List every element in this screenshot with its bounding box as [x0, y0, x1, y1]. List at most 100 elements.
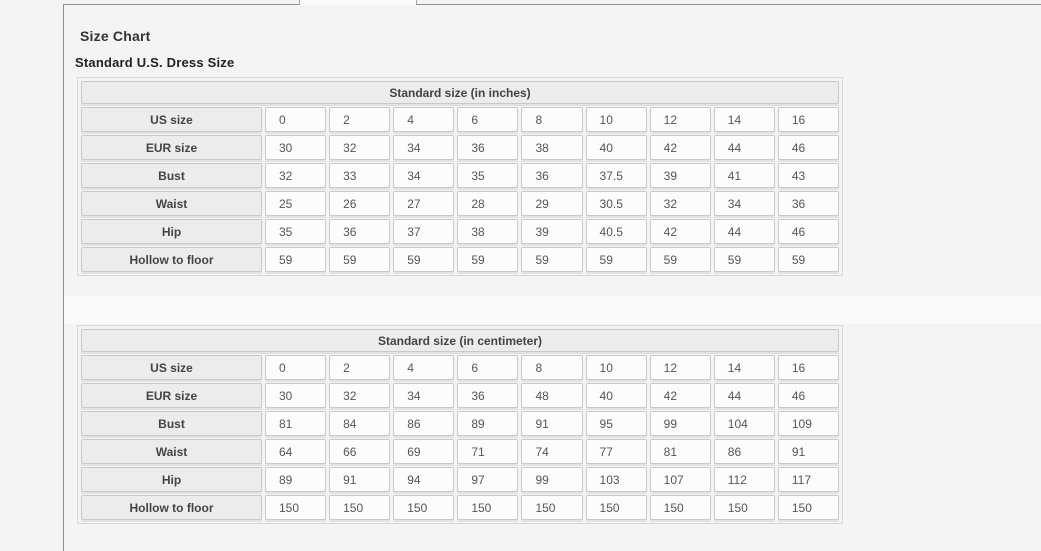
size-cell: 59 — [649, 247, 711, 272]
size-cell: 0 — [265, 107, 327, 132]
size-cell: 71 — [457, 439, 519, 464]
size-cell: 81 — [265, 411, 327, 436]
size-cell: 86 — [713, 439, 775, 464]
size-cell: 150 — [265, 495, 327, 520]
size-cell: 99 — [521, 467, 583, 492]
spacer-band — [64, 296, 1041, 324]
size-cell: 27 — [393, 191, 455, 216]
size-cell: 34 — [393, 163, 455, 188]
size-cell: 14 — [713, 355, 775, 380]
row-label: Hollow to floor — [81, 495, 262, 520]
size-cell: 59 — [393, 247, 455, 272]
size-cell: 8 — [521, 107, 583, 132]
size-cell: 89 — [265, 467, 327, 492]
size-cell: 12 — [649, 355, 711, 380]
row-label: Bust — [81, 411, 262, 436]
row-label: EUR size — [81, 135, 262, 160]
row-label: Waist — [81, 439, 262, 464]
size-cell: 37 — [393, 219, 455, 244]
size-table-0: Standard size (in inches) US size 0 2 4 6 8 10 1… — [77, 77, 843, 276]
size-cell: 8 — [521, 355, 583, 380]
active-tab-stub[interactable] — [299, 0, 417, 5]
row-label: Bust — [81, 163, 262, 188]
size-cell: 95 — [585, 411, 647, 436]
row-label: Waist — [81, 191, 262, 216]
size-cell: 38 — [457, 219, 519, 244]
size-cell: 32 — [329, 135, 391, 160]
table-row: Hip 35 36 37 38 39 40.5 42 44 46 — [81, 219, 839, 244]
size-cell: 44 — [713, 135, 775, 160]
size-cell: 2 — [329, 107, 391, 132]
size-cell: 36 — [521, 163, 583, 188]
size-cell: 59 — [713, 247, 775, 272]
table-row: Bust 81 84 86 89 91 95 99 104 109 — [81, 411, 839, 436]
size-cell: 94 — [393, 467, 455, 492]
size-cell: 28 — [457, 191, 519, 216]
table-title: Standard size (in centimeter) — [81, 329, 839, 352]
size-cell: 40 — [585, 135, 647, 160]
table-row: US size 0 2 4 6 8 10 12 14 16 — [81, 355, 839, 380]
size-cell: 117 — [777, 467, 839, 492]
table-header-row: Standard size (in inches) — [81, 81, 839, 104]
size-cell: 97 — [457, 467, 519, 492]
size-cell: 150 — [585, 495, 647, 520]
size-cell: 59 — [457, 247, 519, 272]
size-cell: 42 — [649, 135, 711, 160]
size-cell: 150 — [713, 495, 775, 520]
size-table-1: Standard size (in centimeter) US size 0 2 4 6… — [77, 325, 843, 524]
size-cell: 150 — [457, 495, 519, 520]
size-cell: 41 — [713, 163, 775, 188]
size-cell: 2 — [329, 355, 391, 380]
size-cell: 59 — [521, 247, 583, 272]
size-cell: 0 — [265, 355, 327, 380]
size-cell: 99 — [649, 411, 711, 436]
size-cell: 38 — [521, 135, 583, 160]
size-cell: 103 — [585, 467, 647, 492]
table-row: Hollow to floor 150 150 150 150 150 150 150 150 1… — [81, 495, 839, 520]
size-cell: 4 — [393, 107, 455, 132]
size-cell: 109 — [777, 411, 839, 436]
size-cell: 36 — [457, 135, 519, 160]
table-row: Waist 64 66 69 71 74 77 81 86 91 — [81, 439, 839, 464]
size-cell: 39 — [649, 163, 711, 188]
size-cell: 77 — [585, 439, 647, 464]
size-cell: 14 — [713, 107, 775, 132]
table-header-row: Standard size (in centimeter) — [81, 329, 839, 352]
size-cell: 59 — [777, 247, 839, 272]
size-cell: 89 — [457, 411, 519, 436]
size-cell: 16 — [777, 107, 839, 132]
size-cell: 91 — [777, 439, 839, 464]
size-cell: 59 — [265, 247, 327, 272]
size-cell: 74 — [521, 439, 583, 464]
size-cell: 35 — [457, 163, 519, 188]
size-cell: 42 — [649, 219, 711, 244]
size-cell: 112 — [713, 467, 775, 492]
size-cell: 150 — [777, 495, 839, 520]
size-cell: 25 — [265, 191, 327, 216]
table-row: EUR size 30 32 34 36 48 40 42 44 46 — [81, 383, 839, 408]
size-cell: 43 — [777, 163, 839, 188]
size-cell: 4 — [393, 355, 455, 380]
size-cell: 10 — [585, 107, 647, 132]
size-cell: 39 — [521, 219, 583, 244]
section-title: Standard U.S. Dress Size — [75, 55, 235, 70]
size-cell: 16 — [777, 355, 839, 380]
size-cell: 69 — [393, 439, 455, 464]
size-cell: 26 — [329, 191, 391, 216]
page-title: Size Chart — [80, 28, 151, 44]
table-row: Waist 25 26 27 28 29 30.5 32 34 36 — [81, 191, 839, 216]
size-cell: 86 — [393, 411, 455, 436]
row-label: US size — [81, 107, 262, 132]
row-label: EUR size — [81, 383, 262, 408]
content-panel: Size Chart Standard U.S. Dress Size Stan… — [63, 4, 1041, 551]
size-cell: 66 — [329, 439, 391, 464]
size-cell: 40.5 — [585, 219, 647, 244]
row-label: Hip — [81, 467, 262, 492]
size-cell: 30.5 — [585, 191, 647, 216]
table-title: Standard size (in inches) — [81, 81, 839, 104]
table-row: Bust 32 33 34 35 36 37.5 39 41 43 — [81, 163, 839, 188]
size-cell: 40 — [585, 383, 647, 408]
size-cell: 32 — [265, 163, 327, 188]
size-cell: 107 — [649, 467, 711, 492]
size-cell: 91 — [329, 467, 391, 492]
